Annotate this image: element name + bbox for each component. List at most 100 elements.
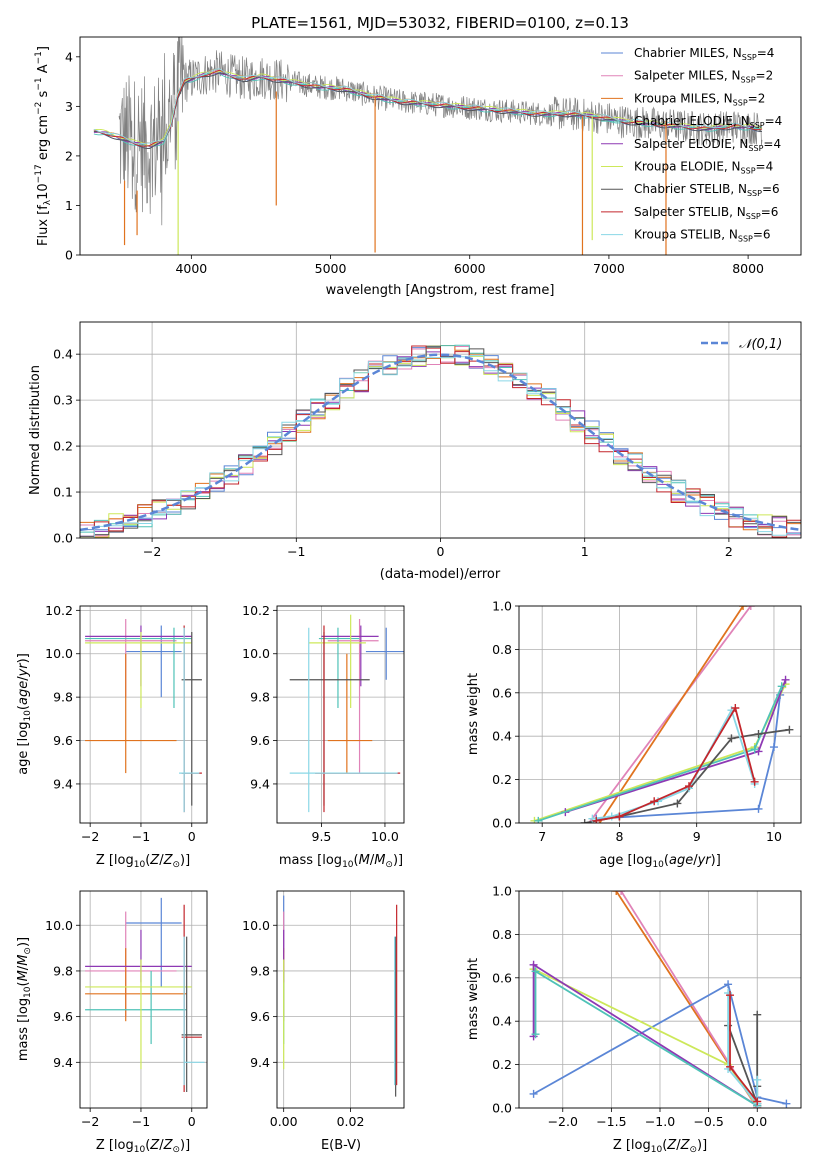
axes-age-vs-Z: −2 −1 0 9.4 9.6 9.8 10.0 10.2 Z [log10(Z/Z⊙)] age… [16, 603, 208, 870]
x-tick-label: −2.0 [548, 1114, 578, 1129]
x-tick-label: −1 [132, 1114, 150, 1129]
axes-mass-vs-Z: −2 −1 0 9.4 9.6 9.8 10.0 Z [log10(Z/Z⊙)] mass [l… [16, 890, 208, 1155]
plus-marker [753, 1097, 762, 1106]
model-spectrum [93, 70, 763, 147]
y-tick-label: 0 [65, 248, 73, 263]
plus-marker [531, 1030, 540, 1039]
axes-mass-weight-vs-age: 7 8 9 10 0.0 0.2 0.4 0.6 0.8 1.0 age [log10(age/yr… [466, 599, 802, 870]
x-tick-label: 8 [615, 829, 623, 844]
x-axis-label: (data-model)/error [380, 567, 501, 582]
y-tick-label: 0.4 [492, 729, 512, 744]
axes-mass-weight-vs-Z: −2.0 −1.5 −1.0 −0.5 0.0 0.0 0.2 0.4 0.6 0.8 1.0 Z [… [466, 884, 802, 1155]
y-tick-label: 9.4 [53, 1055, 73, 1070]
y-tick-label: 0.0 [492, 816, 512, 831]
y-tick-label: 10.0 [45, 918, 73, 933]
axes-frame [276, 605, 405, 824]
axes-residual-histogram: −2 −1 0 1 2 0.0 0.1 0.2 0.3 0.4 𝒩(0,1) (data-model)… [28, 321, 802, 582]
y-tick-label: 9.8 [53, 963, 73, 978]
plus-marker [726, 991, 735, 1000]
y-tick-label: 0.6 [492, 970, 512, 985]
y-tick-label: 0.3 [53, 393, 73, 408]
x-tick-label: 5000 [315, 261, 347, 276]
x-tick-label: 7000 [593, 261, 625, 276]
y-tick-label: 9.6 [53, 733, 73, 748]
x-tick-label: −0.5 [693, 1114, 723, 1129]
plus-marker [577, 830, 585, 838]
x-tick-label: −1.5 [596, 1114, 626, 1129]
plus-marker [617, 891, 626, 895]
histogram-step [93, 345, 801, 538]
mass-weight-line [729, 995, 758, 1103]
plus-marker [650, 797, 659, 806]
y-tick-label: 4 [65, 49, 73, 64]
y-tick-label: 10.0 [242, 646, 270, 661]
y-tick-label: 0.2 [492, 1057, 512, 1072]
y-axis-label: mass [log10(M/M⊙)] [16, 937, 33, 1061]
plus-marker [739, 606, 748, 610]
plot-area-age-vs-mass [289, 614, 404, 813]
x-tick-label: 7 [538, 829, 546, 844]
plus-marker [529, 960, 538, 969]
plus-marker [724, 980, 733, 989]
plus-marker [753, 1075, 762, 1084]
model-spectrum [93, 68, 763, 145]
x-tick-label: −1 [132, 829, 150, 844]
y-tick-label: 2 [65, 148, 73, 163]
plus-marker [531, 967, 540, 976]
legend-entry: 𝒩(0,1) [739, 337, 782, 352]
axes-frame [79, 36, 802, 256]
plus-marker [673, 799, 682, 808]
plus-marker [750, 745, 759, 754]
x-tick-label: 0.0 [747, 1114, 767, 1129]
plot-area-mass-vs-EBV [283, 895, 398, 1097]
mass-weight-line [596, 694, 781, 820]
y-axis-label: Normed distribution [28, 365, 43, 495]
y-tick-label: 1 [65, 198, 73, 213]
plus-marker [580, 819, 589, 823]
plus-marker [750, 777, 759, 786]
y-tick-label: 0.4 [53, 347, 73, 362]
plus-marker [534, 816, 543, 823]
plot-area-mass-weight-vs-age [530, 606, 794, 838]
y-axis-label: Flux [fλ10−17 erg cm−2 s−1 A−1] [34, 46, 53, 246]
y-tick-label: 9.4 [250, 1055, 270, 1070]
y-tick-label: 9.6 [250, 1009, 270, 1024]
plot-area-residual-histogram [80, 344, 801, 538]
y-tick-label: 9.8 [250, 690, 270, 705]
y-tick-label: 9.4 [250, 776, 270, 791]
mass-weight-line [598, 606, 744, 823]
plus-marker [612, 891, 621, 895]
mass-weight-line [534, 969, 758, 1107]
plus-marker [754, 804, 763, 813]
axes-frame [79, 890, 208, 1109]
x-tick-label: 10 [766, 829, 782, 844]
plot-area-spectrum [93, 37, 763, 255]
y-tick-label: 9.4 [53, 776, 73, 791]
x-tick-label: −1 [287, 544, 305, 559]
plus-marker [777, 682, 786, 691]
x-axis-label: Z [log10(Z/Z⊙)] [96, 1138, 190, 1155]
x-tick-label: 10.0 [371, 829, 399, 844]
y-tick-label: 0.8 [492, 642, 512, 657]
x-tick-label: −2 [81, 829, 99, 844]
plus-marker [726, 1062, 735, 1071]
axes-frame [518, 605, 802, 824]
axes-spectrum: 4000 5000 6000 7000 8000 0 1 2 3 4 Chabrier MILES,… [34, 36, 802, 298]
y-tick-label: 3 [65, 99, 73, 114]
legend-entry: Chabrier STELIB, NSSP=6 [634, 182, 780, 198]
normal-curve [80, 353, 801, 532]
plus-marker [684, 782, 693, 791]
legend-entry: Kroupa ELODIE, NSSP=4 [634, 160, 773, 176]
y-tick-label: 0.2 [53, 439, 73, 454]
axes-mass-vs-EBV: 0.00 0.02 9.4 9.6 9.8 10.0 E(B-V) [242, 890, 405, 1153]
x-axis-label: Z [log10(Z/Z⊙)] [613, 1138, 707, 1155]
x-tick-label: 9 [693, 829, 701, 844]
plot-area-mass-weight-vs-Z [529, 891, 791, 1108]
y-tick-label: 0.4 [492, 1014, 512, 1029]
plot-area-mass-vs-Z [85, 897, 205, 1093]
x-tick-label: 8000 [732, 261, 764, 276]
y-tick-label: 10.2 [242, 603, 270, 618]
mass-weight-line [533, 982, 787, 1105]
plus-marker [607, 812, 616, 821]
